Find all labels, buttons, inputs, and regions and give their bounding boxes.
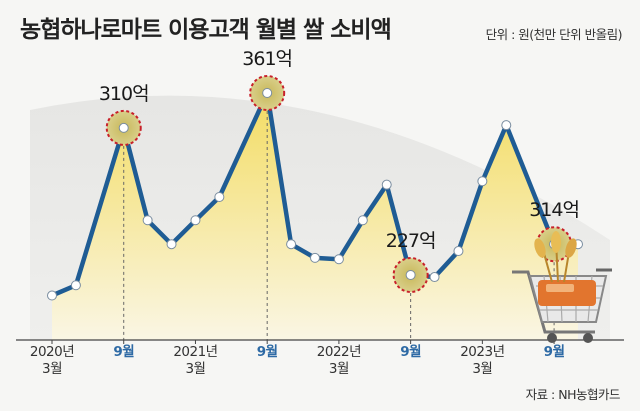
x-tick-label: 3월 (42, 361, 62, 377)
wheat-icon (534, 231, 577, 283)
x-tick-label: 3월 (472, 361, 492, 377)
chart-title: 농협하나로마트 이용고객 월별 쌀 소비액 (20, 17, 392, 43)
area-fill (52, 93, 578, 340)
data-point (166, 239, 177, 250)
data-point (501, 120, 512, 131)
data-point (262, 88, 273, 98)
data-point (429, 272, 440, 283)
data-label: 361억 (242, 48, 292, 70)
data-point (357, 215, 368, 226)
x-tick-label: 9월 (544, 343, 565, 360)
source-note: 자료 : NH농협카드 (525, 387, 621, 402)
x-tick-label: 3월 (329, 361, 349, 377)
shopping-cart-icon (512, 231, 612, 343)
x-tick-label: 9월 (257, 343, 278, 360)
data-point (118, 122, 129, 133)
data-point (310, 252, 320, 263)
x-tick-label: 2022년 (317, 344, 361, 360)
x-tick-label: 3월 (185, 361, 205, 377)
data-label: 314억 (529, 199, 579, 221)
data-point (405, 270, 416, 280)
data-point (477, 176, 488, 187)
x-tick-label: 2023년 (460, 344, 504, 360)
x-tick-label: 2020년 (30, 344, 74, 360)
data-point (333, 254, 344, 265)
data-point (381, 179, 392, 190)
data-label: 310억 (99, 83, 149, 105)
x-tick-label: 2021년 (173, 344, 217, 360)
x-tick-label: 9월 (113, 343, 134, 360)
data-point (70, 280, 81, 291)
rice-bag-icon (538, 280, 596, 306)
data-point (142, 215, 153, 226)
data-point (214, 192, 225, 202)
data-label: 227억 (386, 230, 436, 252)
data-point (190, 215, 201, 226)
x-tick-label: 9월 (400, 343, 421, 360)
series-line (51, 90, 578, 298)
data-point (286, 239, 297, 250)
data-point (453, 246, 464, 257)
data-point (47, 290, 57, 301)
unit-note: 단위 : 원(천만 단위 반올림) (485, 27, 623, 42)
